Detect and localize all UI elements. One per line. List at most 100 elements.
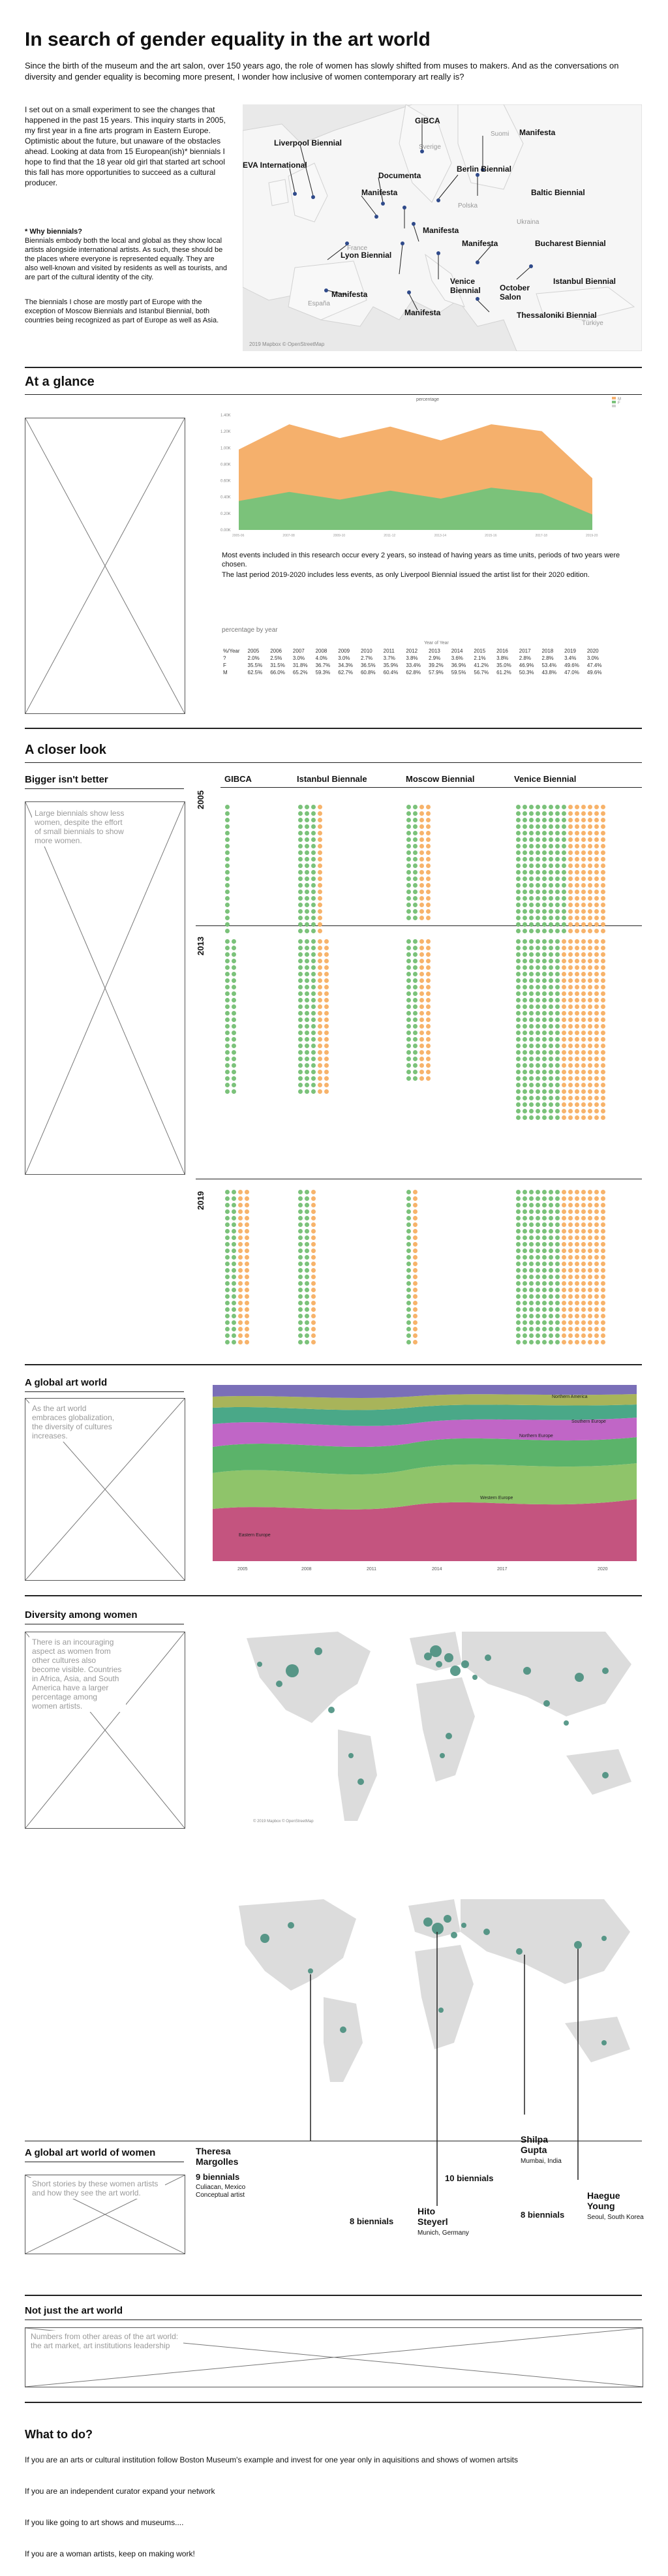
table-cell: 2.7% [360, 655, 373, 661]
map-label-gibca[interactable]: GIBCA [415, 116, 440, 125]
female-artist-dot [536, 1235, 540, 1240]
female-artist-dot [536, 877, 540, 881]
stream-layer[interactable] [213, 1418, 637, 1447]
male-artist-dot [581, 922, 586, 927]
female-artist-dot [549, 1294, 553, 1299]
female-artist-dot [536, 870, 540, 875]
stream-label: Western Europe [480, 1496, 513, 1500]
female-artist-dot [298, 1076, 303, 1081]
stream-layer[interactable] [213, 1437, 637, 1475]
female-artist-dot [549, 1249, 553, 1253]
male-artist-dot [318, 824, 322, 829]
map-label-manifesta[interactable]: Manifesta [519, 128, 556, 137]
diversity-bubbles[interactable] [257, 1645, 609, 1785]
female-artist-dot [305, 1037, 309, 1042]
male-artist-dot [419, 890, 424, 894]
male-artist-dot [413, 1281, 418, 1286]
map-label-venice[interactable]: Venice Biennial [450, 277, 481, 295]
female-artist-dot [406, 870, 411, 875]
male-artist-dot [318, 857, 322, 861]
female-artist-dot [305, 1242, 309, 1247]
male-artist-dot [594, 1037, 599, 1042]
map-label-lyon[interactable]: Lyon Biennial [341, 251, 392, 260]
male-artist-dot [588, 1196, 592, 1201]
map-label-manifesta[interactable]: Manifesta [423, 226, 459, 235]
female-artist-dot [413, 1011, 418, 1016]
stream-layer[interactable] [213, 1394, 637, 1410]
male-artist-dot [426, 1057, 431, 1061]
stream-layer[interactable] [213, 1499, 637, 1561]
map-label-manifesta[interactable]: Manifesta [361, 188, 398, 197]
map-label-eva[interactable]: EVA International [243, 161, 307, 170]
female-artist-dot [225, 1070, 230, 1074]
x-tick-label: 2013-14 [434, 534, 447, 538]
female-artist-dot [406, 1044, 411, 1048]
male-artist-dot [419, 939, 424, 944]
world-map-2[interactable] [213, 1893, 639, 2088]
female-artist-dot [529, 998, 534, 1002]
male-artist-dot [601, 831, 605, 835]
female-artist-dot [225, 1340, 230, 1344]
streamgraph[interactable]: Eastern Europe Western Europe Northern E… [213, 1385, 637, 1574]
female-artist-dot [542, 883, 547, 888]
female-artist-dot [516, 946, 521, 950]
female-artist-dot [516, 857, 521, 861]
female-artist-dot [298, 1083, 303, 1087]
map-label-manifesta[interactable]: Manifesta [462, 239, 498, 248]
stream-layer[interactable] [213, 1463, 637, 1510]
female-artist-dot [225, 1307, 230, 1312]
male-artist-dot [568, 883, 573, 888]
europe-map[interactable]: Sverige Suomi Polska Ukraina France Espa… [243, 104, 642, 351]
artist-place: Culiacan, Mexico Conceptual artist [196, 2184, 246, 2199]
map-label-bucharest[interactable]: Bucharest Biennial [535, 239, 606, 248]
stream-layer[interactable] [213, 1404, 637, 1426]
map-label-manifesta[interactable]: Manifesta [404, 308, 441, 317]
artist-name[interactable]: Haegue Young [587, 2190, 620, 2211]
male-artist-dot [601, 1109, 605, 1113]
map-label-thessaloniki[interactable]: Thessaloniki Biennial [517, 311, 597, 320]
artist-name[interactable]: Theresa Margolles [196, 2146, 239, 2167]
x-tick-label: 2011 [367, 1567, 376, 1572]
male-artist-dot [601, 1089, 605, 1094]
female-artist-dot [529, 1063, 534, 1068]
female-artist-dot [523, 1044, 527, 1048]
female-artist-dot [529, 1044, 534, 1048]
stream-layer[interactable] [213, 1385, 637, 1398]
female-artist-dot [406, 1216, 411, 1220]
male-artist-dot [419, 1037, 424, 1042]
male-artist-dot [601, 1044, 605, 1048]
area-series-female[interactable] [239, 488, 592, 530]
female-artist-dot [406, 1268, 411, 1273]
female-artist-dot [555, 1281, 560, 1286]
male-artist-dot [568, 1004, 573, 1009]
map-label-october-salon[interactable]: October Salon [500, 283, 530, 302]
female-artist-dot [406, 805, 411, 809]
male-artist-dot [413, 1314, 418, 1318]
map-label-liverpool[interactable]: Liverpool Biennial [274, 138, 342, 147]
female-artist-dot [529, 1203, 534, 1207]
map-label-berlin[interactable]: Berlin Biennial [457, 164, 512, 174]
artist-name[interactable]: Hito Steyerl [418, 2206, 448, 2227]
women-artist-bubbles[interactable] [260, 1915, 607, 2045]
female-artist-dot [298, 1017, 303, 1022]
map-label-manifesta[interactable]: Manifesta [331, 290, 368, 299]
area-chart[interactable]: percentage 0.00K0.20K0.40K0.60K0.80K1.00… [220, 392, 642, 548]
female-artist-dot [516, 1222, 521, 1227]
artist-name[interactable]: Shilpa Gupta [521, 2134, 549, 2155]
female-artist-dot [529, 1196, 534, 1201]
female-artist-dot [516, 985, 521, 989]
female-artist-dot [305, 909, 309, 914]
table-cell: ? [223, 655, 226, 661]
male-artist-dot [419, 1044, 424, 1048]
map-label-baltic[interactable]: Baltic Biennial [531, 188, 585, 197]
map-label-documenta[interactable]: Documenta [378, 171, 421, 180]
male-artist-dot [419, 903, 424, 907]
female-artist-dot [406, 1235, 411, 1240]
male-artist-dot [594, 1196, 599, 1201]
table-header-cell: 2019 [564, 648, 576, 654]
male-artist-dot [562, 1222, 566, 1227]
world-map-1[interactable]: © 2019 Mapbox © OpenStreetMap [240, 1625, 639, 1827]
map-label-istanbul[interactable]: Istanbul Biennial [553, 277, 616, 286]
female-artist-dot [542, 978, 547, 983]
female-artist-dot [523, 818, 527, 822]
